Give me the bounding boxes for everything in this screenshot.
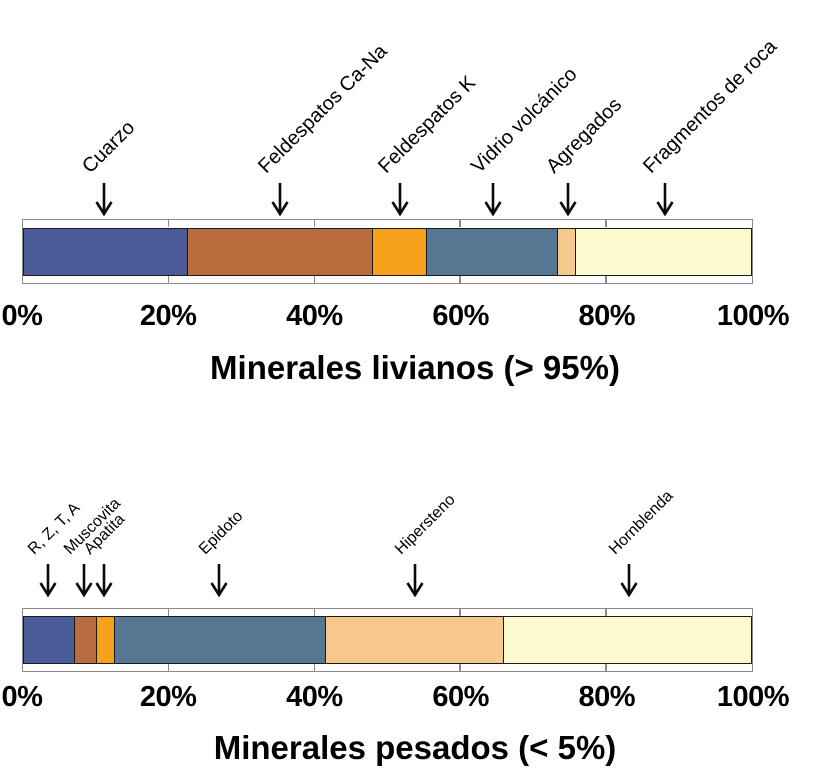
axis-tick (605, 220, 607, 227)
down-arrow-icon (73, 562, 95, 598)
chart-title: Minerales pesados (< 5%) (213, 729, 617, 766)
down-arrow-icon (93, 181, 115, 217)
axis-tick (313, 609, 316, 616)
axis-tick (167, 609, 170, 616)
axis-frame (22, 219, 753, 284)
down-arrow-icon (482, 181, 504, 217)
stacked-bar (23, 228, 752, 276)
segment-label: Fragmentos de roca (639, 35, 782, 178)
axis-tick (459, 664, 461, 671)
bar-segment-hornblenda (503, 617, 751, 663)
axis-tick-label: 60% (432, 300, 489, 332)
segment-label: Feldespatos Ca-Na (253, 40, 392, 178)
down-arrow-icon (269, 181, 291, 217)
segment-label: Epidoto (196, 507, 247, 558)
bar-segment-fragmentos-de-roca (576, 229, 751, 275)
axis-tick-label: 20% (139, 300, 197, 332)
axis-tick (313, 664, 316, 671)
bar-segment-feldespatos-ca-na (187, 229, 373, 275)
bar-segment-apatita (96, 617, 115, 663)
axis-tick-label: 80% (578, 681, 636, 713)
bar-segment-feldespatos-k (372, 229, 428, 275)
axis-tick (313, 220, 316, 227)
axis-tick (167, 276, 170, 283)
axis-tick-label: 0% (1, 681, 43, 713)
axis-tick (605, 664, 607, 671)
axis-tick-label: 80% (578, 300, 636, 332)
bar-segment-agregados (558, 229, 577, 275)
bar-segment-muscovita (74, 617, 97, 663)
axis-tick-label: 0% (1, 300, 43, 332)
segment-label: Hipersteno (391, 491, 459, 558)
bar-segment-hipersteno (325, 617, 504, 663)
axis-tick-label: 20% (139, 681, 197, 713)
chart-title: Minerales livianos (> 95%) (210, 349, 620, 386)
bar-segment-epidoto (114, 617, 326, 663)
down-arrow-icon (37, 562, 59, 598)
axis-tick (459, 220, 461, 227)
segment-label: Cuarzo (78, 116, 140, 178)
axis-tick (167, 220, 170, 227)
axis-tick (605, 276, 607, 283)
segment-label: Agregados (542, 93, 627, 178)
down-arrow-icon (208, 562, 230, 598)
down-arrow-icon (618, 562, 640, 598)
segment-label: Feldespatos K (374, 71, 481, 178)
down-arrow-icon (93, 562, 115, 598)
axis-tick-label: 100% (716, 300, 790, 332)
down-arrow-icon (389, 181, 411, 217)
down-arrow-icon (557, 181, 579, 217)
axis-tick (605, 609, 607, 616)
axis-tick (459, 276, 461, 283)
segment-label: Hornblenda (605, 487, 677, 558)
axis-tick-label: 40% (286, 300, 343, 332)
down-arrow-icon (404, 562, 426, 598)
axis-tick-label: 40% (286, 681, 343, 713)
axis-tick-label: 60% (432, 681, 489, 713)
axis-tick-label: 100% (716, 681, 790, 713)
axis-tick (459, 609, 461, 616)
axis-frame (22, 608, 753, 672)
stacked-bar (23, 616, 752, 664)
bar-segment-r-z-t-a (24, 617, 75, 663)
down-arrow-icon (654, 181, 676, 217)
axis-tick (167, 664, 170, 671)
bar-segment-cuarzo (24, 229, 188, 275)
axis-tick (313, 276, 316, 283)
bar-segment-vidrio-volc-nico (427, 229, 559, 275)
